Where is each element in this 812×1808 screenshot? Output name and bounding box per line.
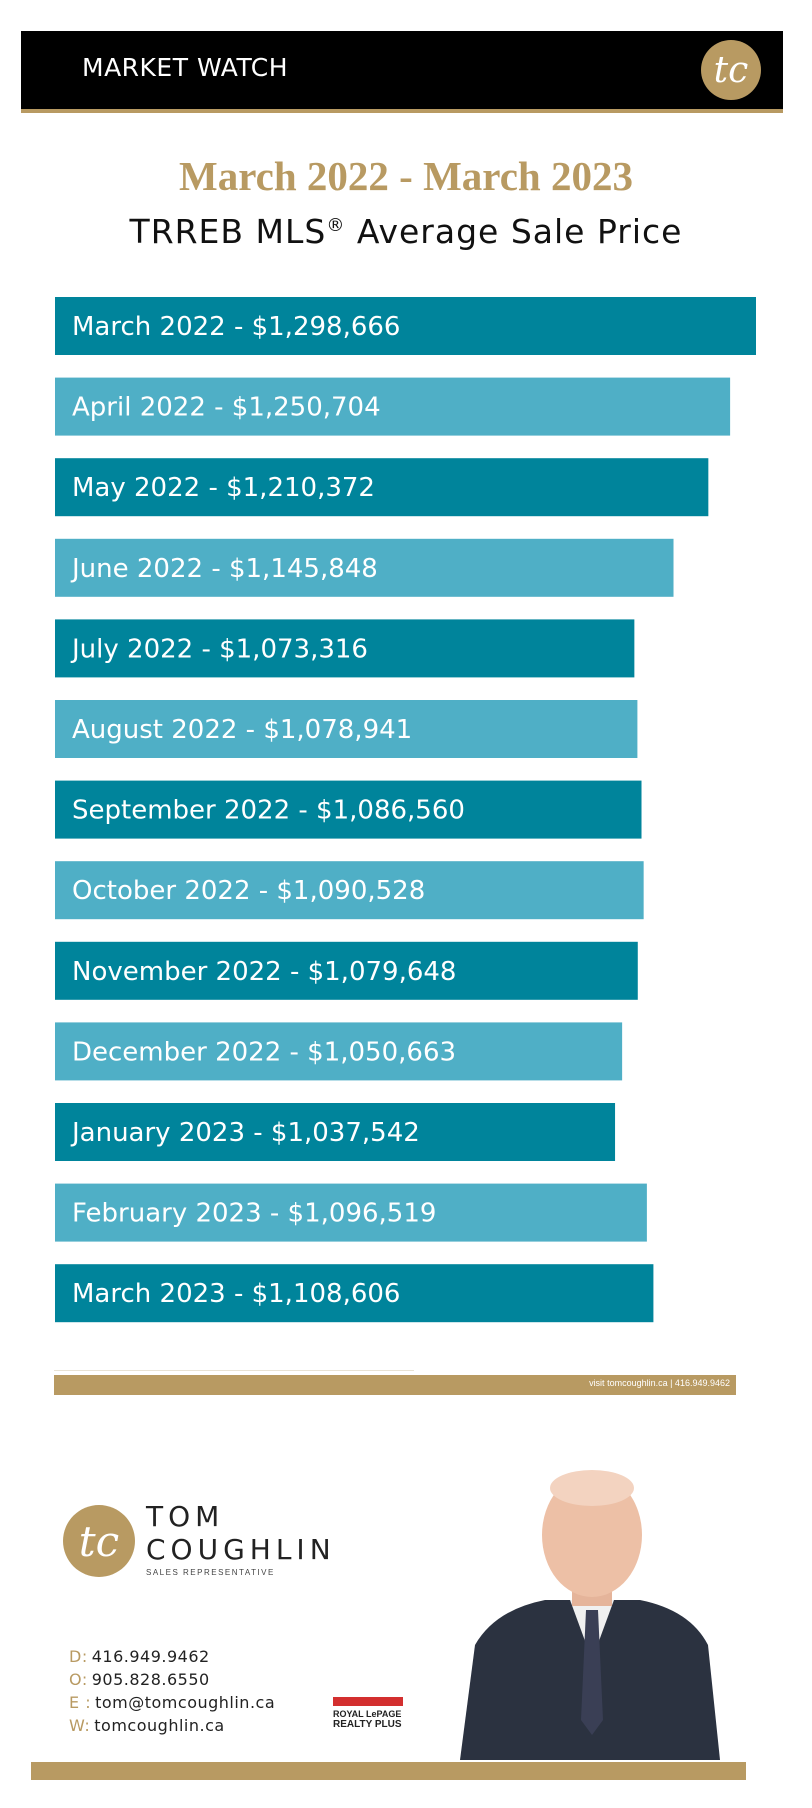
bar-7: [55, 861, 644, 920]
bar-4: [55, 619, 635, 678]
bar-label-10: January 2023 - $1,037,542: [70, 1118, 420, 1148]
bar-9: [55, 1022, 623, 1081]
office-value: 905.828.6550: [91, 1670, 210, 1689]
subtitle-text: TRREB MLS: [129, 212, 327, 251]
footer-bar: [54, 1375, 736, 1395]
email-label: E :: [69, 1693, 92, 1712]
direct-value: 416.949.9462: [91, 1647, 210, 1666]
brokerage-red-band: [333, 1697, 403, 1706]
bar-label-11: February 2023 - $1,096,519: [72, 1199, 436, 1229]
direct-label: D:: [69, 1647, 88, 1666]
email-value: tom@tomcoughlin.ca: [95, 1693, 276, 1712]
bar-label-8: November 2022 - $1,079,648: [72, 957, 456, 987]
agent-first-name: TOM: [146, 1500, 225, 1533]
bar-1: [55, 377, 731, 436]
agent-role: SALES REPRESENTATIVE: [146, 1568, 275, 1577]
contact-email: E : tom@tomcoughlin.ca: [69, 1693, 275, 1712]
tc-card-logo-icon: tc: [63, 1505, 135, 1577]
website-label: W:: [69, 1716, 91, 1735]
subtitle-rest: Average Sale Price: [345, 212, 683, 251]
bar-label-3: June 2022 - $1,145,848: [70, 554, 378, 584]
tc-logo-icon: tc: [701, 40, 761, 100]
header-underline: [21, 109, 783, 113]
bar-label-9: December 2022 - $1,050,663: [72, 1037, 456, 1067]
bar-11: [55, 1183, 647, 1242]
office-label: O:: [69, 1670, 88, 1689]
agent-last-name: COUGHLIN: [146, 1533, 336, 1566]
bar-label-2: May 2022 - $1,210,372: [72, 473, 375, 503]
footer-divider: [54, 1370, 414, 1371]
contact-office: O: 905.828.6550: [69, 1670, 210, 1689]
registered-mark: ®: [326, 215, 346, 236]
bar-chart: March 2022 - $1,298,666 April 2022 - $1,2…: [55, 297, 756, 1323]
brokerage-sub: REALTY PLUS: [333, 1719, 402, 1730]
contact-website: W: tomcoughlin.ca: [69, 1716, 225, 1735]
agent-photo: [460, 1470, 720, 1760]
chart-title: March 2022 - March 2023: [179, 153, 633, 199]
footer-contact-text: visit tomcoughlin.ca | 416.949.9462: [589, 1378, 730, 1388]
bar-label-6: September 2022 - $1,086,560: [72, 796, 465, 826]
bar-label-0: March 2022 - $1,298,666: [72, 312, 400, 342]
bar-label-5: August 2022 - $1,078,941: [72, 715, 412, 745]
bar-label-1: April 2022 - $1,250,704: [72, 393, 381, 423]
header-bar: [21, 31, 783, 109]
bar-12: [55, 1264, 654, 1323]
bar-label-4: July 2022 - $1,073,316: [70, 634, 368, 664]
chart-subtitle: TRREB MLS® Average Sale Price: [0, 212, 812, 251]
bar-5: [55, 700, 638, 758]
bar-label-12: March 2023 - $1,108,606: [72, 1279, 400, 1309]
bar-8: [55, 941, 638, 1000]
brokerage-logo: ROYAL LePAGE REALTY PLUS: [333, 1697, 403, 1735]
header-title: MARKET WATCH: [82, 53, 289, 82]
bar-0: [55, 297, 756, 355]
bar-2: [55, 458, 709, 517]
bar-6: [55, 780, 642, 839]
bar-10: [55, 1103, 616, 1161]
brokerage-name: ROYAL LePAGE: [333, 1709, 402, 1719]
bar-3: [55, 538, 674, 597]
website-value: tomcoughlin.ca: [94, 1716, 225, 1735]
bar-label-7: October 2022 - $1,090,528: [72, 876, 425, 906]
contact-direct: D: 416.949.9462: [69, 1647, 210, 1666]
bottom-bar: [31, 1762, 746, 1780]
